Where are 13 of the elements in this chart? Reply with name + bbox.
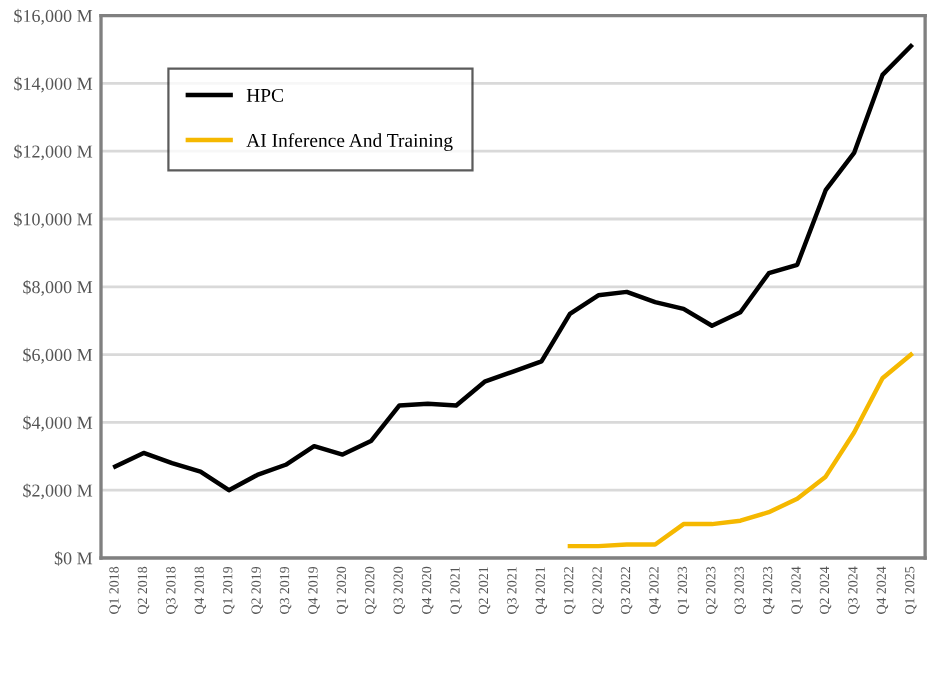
y-tick-label: $0 M [54,551,93,566]
y-tick-label: $6,000 M [23,347,93,364]
line-series [113,43,914,493]
y-tick-label: $10,000 M [14,212,93,229]
y-tick-label: $14,000 M [14,76,93,93]
line-series [567,352,914,549]
y-tick-label: $8,000 M [23,279,93,296]
y-tick-label: $12,000 M [14,144,93,161]
y-tick-label: $16,000 M [14,8,93,25]
legend-label: HPC [246,88,283,102]
y-tick-label: $4,000 M [23,415,93,432]
y-tick-label: $2,000 M [23,483,93,500]
legend-label: AI Inference And Training [246,133,453,152]
